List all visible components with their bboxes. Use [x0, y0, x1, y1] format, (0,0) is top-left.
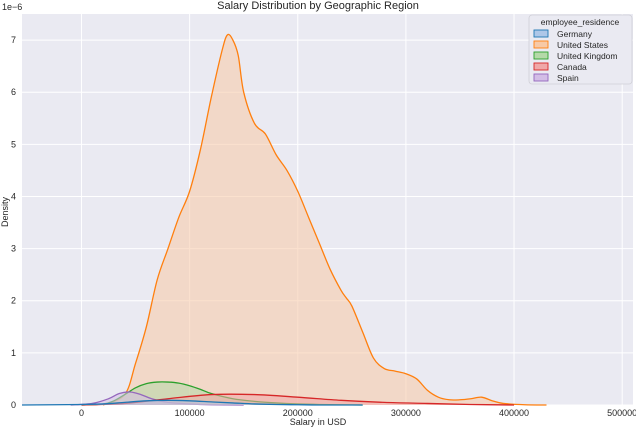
y-tick-label: 3: [11, 244, 16, 254]
y-axis-ticks: 0 1 2 3 4 5 6 7: [11, 35, 16, 410]
x-tick-label: 100000: [175, 408, 205, 418]
x-tick-label: 500000: [607, 408, 636, 418]
legend-box: [528, 14, 633, 85]
area-united-states: [103, 34, 547, 405]
x-tick-label: 400000: [499, 408, 529, 418]
legend-label-germany: Germany: [557, 29, 593, 39]
legend-swatch-spain: [533, 73, 549, 82]
x-tick-label: 0: [79, 408, 84, 418]
y-tick-label: 5: [11, 139, 16, 149]
x-tick-label: 300000: [391, 408, 421, 418]
x-tick-label: 200000: [283, 408, 313, 418]
line-united-states: [102, 33, 547, 406]
y-tick-label: 7: [11, 35, 16, 45]
x-axis-label: Salary in USD: [290, 417, 347, 427]
y-tick-label: 1: [11, 348, 16, 358]
y-axis-label: Density: [0, 196, 10, 227]
legend-label-spain: Spain: [557, 73, 579, 83]
legend-swatch-germany: [533, 29, 549, 38]
chart-title: Salary Distribution by Geographic Region: [217, 0, 419, 12]
legend-label-united-kingdom: United Kingdom: [557, 51, 617, 61]
legend-label-united-states: United States: [557, 40, 608, 50]
y-tick-label: 2: [11, 296, 16, 306]
line-germany: [21, 399, 363, 406]
y-offset-label: 1e−6: [2, 2, 22, 12]
legend-label-canada: Canada: [557, 62, 587, 72]
x-axis-ticks: 0 100000 200000 300000 400000 500000: [79, 408, 636, 418]
y-tick-label: 6: [11, 87, 16, 97]
legend-swatch-canada: [533, 62, 549, 71]
y-tick-label: 0: [11, 400, 16, 410]
legend-title: employee_residence: [541, 17, 620, 27]
series-layer: [21, 33, 547, 406]
area-spain: [70, 391, 244, 405]
legend-swatch-united-states: [533, 40, 549, 49]
legend-swatch-united-kingdom: [533, 51, 549, 60]
y-tick-label: 4: [11, 191, 16, 201]
